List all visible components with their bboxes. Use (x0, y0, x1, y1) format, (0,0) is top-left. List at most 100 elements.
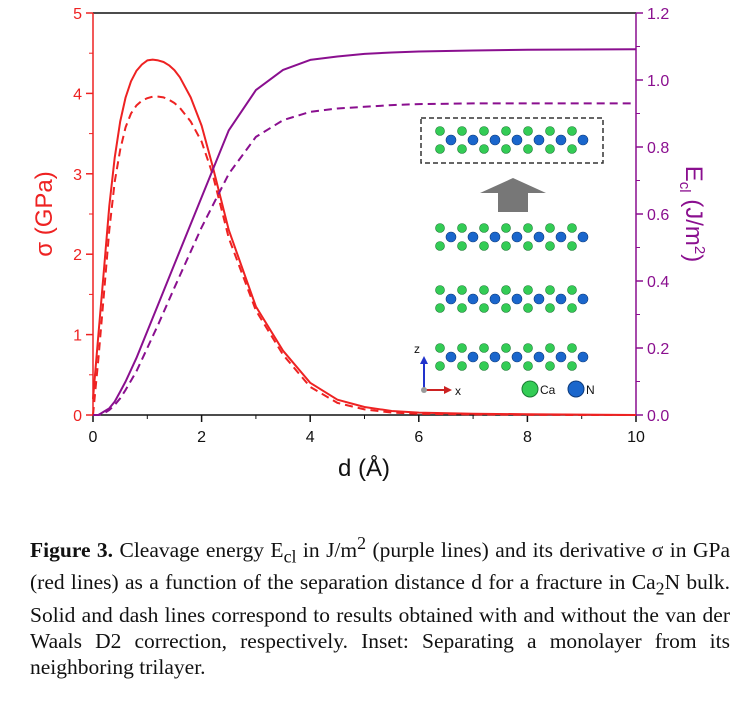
y-left-tick-label: 2 (73, 247, 82, 264)
y-right-title-main: E (680, 166, 707, 182)
figure-caption: Figure 3. Cleavage energy Ecl in J/m2 (p… (30, 530, 730, 680)
ca-atom (501, 144, 511, 154)
ca-atom (523, 223, 533, 233)
n-atom (489, 231, 501, 243)
n-atom (489, 134, 501, 146)
ca-atom (435, 241, 445, 251)
atom-layer-tri-2 (435, 285, 589, 313)
inset-z-arrowhead (420, 356, 428, 364)
n-atom (511, 134, 523, 146)
n-atom (467, 293, 479, 305)
ca-atom (523, 241, 533, 251)
ca-atom (435, 303, 445, 313)
caption-text-4: N bulk. Solid and dash lines correspond … (30, 570, 730, 679)
inset-structure: z x Ca N (414, 117, 604, 398)
ca-atom (501, 303, 511, 313)
ca-atom (457, 144, 467, 154)
ca-atom (501, 223, 511, 233)
ca-atom (545, 343, 555, 353)
caption-sub: cl (283, 546, 297, 567)
n-atom (467, 231, 479, 243)
n-atom (533, 134, 545, 146)
ca-atom (501, 343, 511, 353)
y-left-tick-label: 4 (73, 86, 82, 103)
ca-atom (501, 361, 511, 371)
ca-atom (479, 361, 489, 371)
ca-atom (523, 343, 533, 353)
ca-atom (545, 144, 555, 154)
y-left-tick-label: 0 (73, 408, 82, 425)
legend-n-swatch (567, 380, 585, 398)
legend-ca-label: Ca (540, 383, 556, 397)
ca-atom (479, 285, 489, 295)
ca-atom (567, 241, 577, 251)
figure-chart: 0 2 4 6 8 10 0 1 2 3 4 5 0.0 0.2 0.4 0.6 0.8 1.0 1.2 d (… (31, 6, 708, 482)
inset-legend: Ca N (521, 380, 595, 398)
n-atom (511, 231, 523, 243)
y-right-title-sub: cl (676, 182, 693, 193)
ca-atom (457, 223, 467, 233)
n-atom (555, 134, 567, 146)
ca-atom (523, 303, 533, 313)
inset-z-label: z (414, 342, 420, 356)
energy-dash-line (93, 102, 636, 416)
atom-layer-monolayer (435, 126, 589, 154)
ca-atom (457, 303, 467, 313)
n-atom (577, 134, 589, 146)
y-right-ticks: 0.0 0.2 0.4 0.6 0.8 1.0 1.2 (636, 6, 669, 425)
n-atom (445, 134, 457, 146)
y-left-ticks: 0 1 2 3 4 5 (73, 6, 93, 425)
ca-atom (523, 361, 533, 371)
n-atom (577, 351, 589, 363)
x-tick-label: 0 (89, 429, 98, 446)
n-atom (511, 293, 523, 305)
n-atom (467, 134, 479, 146)
x-tick-label: 2 (197, 429, 206, 446)
legend-n-label: N (586, 383, 595, 397)
inset-layers (435, 126, 589, 371)
ca-atom (457, 285, 467, 295)
ca-atom (567, 223, 577, 233)
y-right-tick-label: 1.2 (647, 6, 669, 23)
ca-atom (479, 241, 489, 251)
ca-atom (457, 126, 467, 136)
x-tick-label: 4 (306, 429, 315, 446)
ca-atom (545, 126, 555, 136)
y-right-title-unit: (J/m (680, 193, 707, 246)
y-right-tick-label: 0.8 (647, 140, 669, 157)
ca-atom (567, 343, 577, 353)
ca-atom (435, 223, 445, 233)
ca-atom (501, 241, 511, 251)
ca-atom (567, 303, 577, 313)
ca-atom (479, 144, 489, 154)
ca-atom (567, 285, 577, 295)
caption-text-2: in J/m (296, 538, 358, 563)
ca-atom (545, 241, 555, 251)
series-group (92, 48, 637, 416)
ca-atom (545, 303, 555, 313)
x-tick-label: 10 (627, 429, 645, 446)
ca-atom (457, 361, 467, 371)
y-right-tick-label: 0.6 (647, 207, 669, 224)
n-atom (445, 231, 457, 243)
x-tick-label: 6 (414, 429, 423, 446)
caption-sup: 2 (357, 533, 367, 553)
sigma-dash-line (92, 95, 636, 416)
n-atom (533, 351, 545, 363)
plot-area (92, 12, 637, 416)
ca-atom (479, 126, 489, 136)
inset-x-label: x (455, 384, 461, 398)
ca-atom (479, 303, 489, 313)
n-atom (445, 351, 457, 363)
x-ticks: 0 2 4 6 8 10 (89, 415, 645, 446)
n-atom (467, 351, 479, 363)
ca-atom (479, 343, 489, 353)
atom-layer-tri-3 (435, 343, 589, 371)
atom-layer-tri-1 (435, 223, 589, 251)
caption-label: Figure 3. (30, 538, 114, 563)
ca-atom (435, 343, 445, 353)
x-tick-label: 8 (523, 429, 532, 446)
ca-atom (523, 285, 533, 295)
caption-text-1: Cleavage energy E (113, 538, 284, 563)
ca-atom (523, 144, 533, 154)
